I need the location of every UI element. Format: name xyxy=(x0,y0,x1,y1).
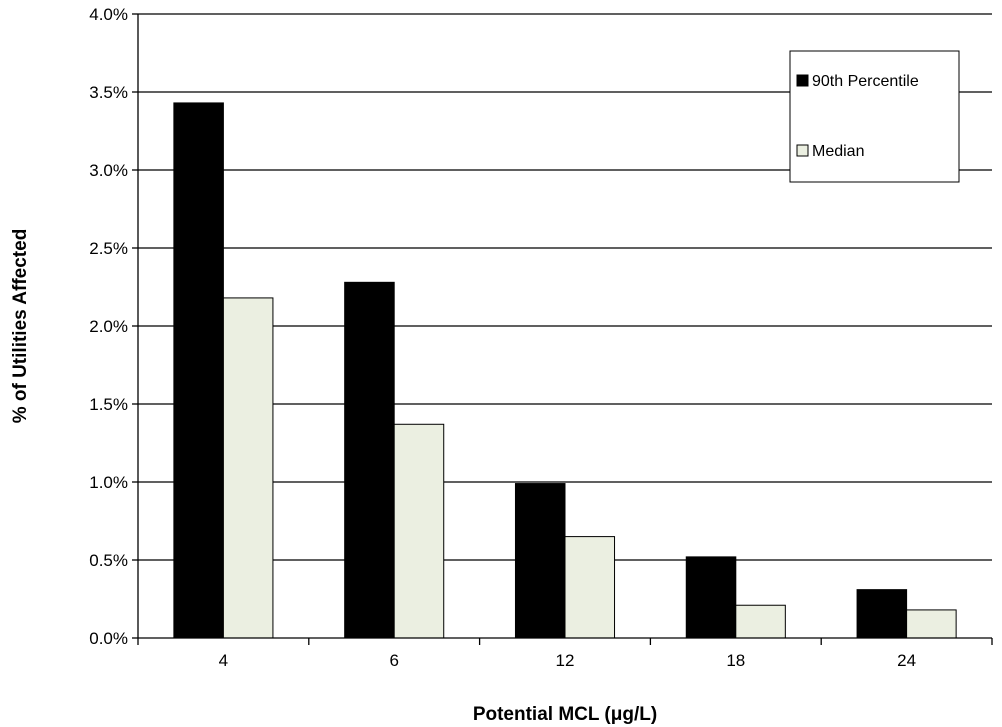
x-tick-label: 6 xyxy=(389,651,398,670)
legend: 90th Percentile Median xyxy=(789,50,960,183)
y-tick-label: 2.0% xyxy=(89,317,128,336)
y-tick-label: 2.5% xyxy=(89,239,128,258)
y-tick-label: 1.5% xyxy=(89,395,128,414)
x-tick-label: 4 xyxy=(219,651,228,670)
x-axis-title: Potential MCL (μg/L) xyxy=(473,704,657,725)
bar-90th-percentile xyxy=(685,556,737,639)
bar-90th-percentile xyxy=(344,281,395,639)
y-tick-label: 3.0% xyxy=(89,161,128,180)
y-axis-title: % of Utilities Affected xyxy=(10,229,31,424)
bar-median xyxy=(906,609,957,639)
y-tick-label: 3.5% xyxy=(89,83,128,102)
legend-box xyxy=(789,50,960,183)
bar-median xyxy=(222,297,274,639)
bar-90th-percentile xyxy=(173,102,224,639)
bars xyxy=(173,102,957,639)
legend-label-90th-percentile: 90th Percentile xyxy=(812,73,919,90)
x-tick-label: 12 xyxy=(556,651,575,670)
bar-median xyxy=(735,604,786,639)
bar-median xyxy=(564,536,616,639)
bar-median xyxy=(393,423,445,639)
y-tick-label: 1.0% xyxy=(89,473,128,492)
bar-90th-percentile xyxy=(514,483,566,639)
x-tick-label: 24 xyxy=(897,651,916,670)
bar-90th-percentile xyxy=(856,589,908,639)
y-tick-label: 0.5% xyxy=(89,551,128,570)
y-tick-label: 0.0% xyxy=(89,629,128,648)
legend-label-median: Median xyxy=(812,143,864,160)
x-tick-label: 18 xyxy=(726,651,745,670)
axes xyxy=(132,13,993,645)
y-tick-label: 4.0% xyxy=(89,5,128,24)
legend-swatch-90th-percentile xyxy=(796,74,809,87)
x-tick-labels: 4 6 12 18 24 xyxy=(219,651,916,670)
y-tick-labels: 0.0% 0.5% 1.0% 1.5% 2.0% 2.5% 3.0% 3.5% 4.0% xyxy=(89,5,128,648)
legend-swatch-median xyxy=(796,144,809,157)
